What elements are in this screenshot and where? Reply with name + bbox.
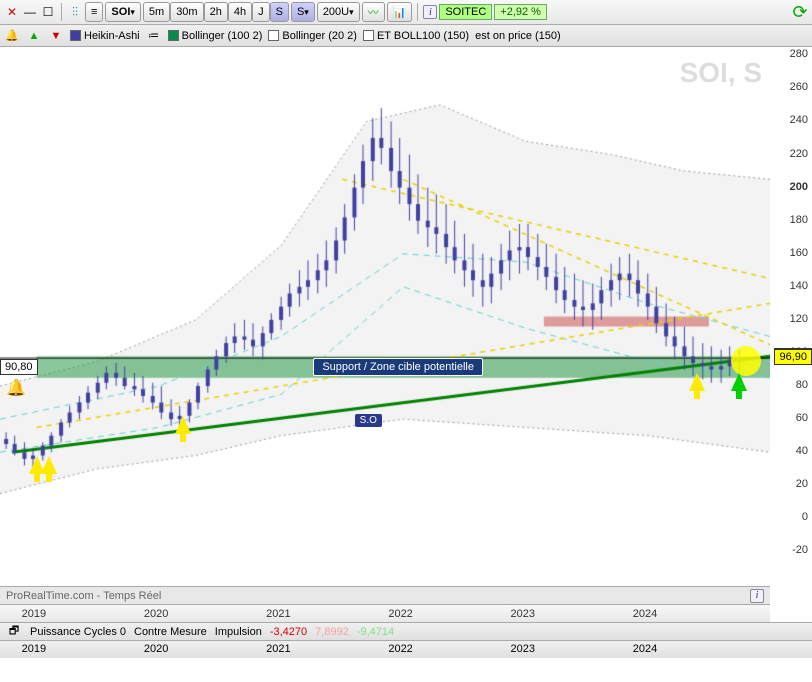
bollinger1-toggle[interactable]: Bollinger (100 2) [168,30,263,42]
chart-info-icon[interactable]: i [750,589,764,603]
minimize-icon[interactable]: — [22,4,38,20]
refresh-icon[interactable]: ⟳ [792,4,808,20]
y-tick: 220 [790,148,808,160]
y-tick: 200 [790,181,808,193]
window-icon[interactable]: ☐ [40,4,56,20]
x-tick: 2020 [144,608,168,620]
timeframe-4h[interactable]: 4h [228,2,252,22]
bollinger2-toggle[interactable]: Bollinger (20 2) [268,30,357,42]
x-axis: 2019 2020 2021 2022 2023 2024 [0,604,770,622]
impulsion-val-pink: 7,8992 [315,626,349,638]
close-icon[interactable]: ✕ [4,4,20,20]
chart-type-icon[interactable]: ⫶⫶ [67,4,83,20]
y-tick: 120 [790,313,808,325]
x-tick: 2022 [388,608,412,620]
year-tick: 2024 [633,643,657,655]
y-tick: 260 [790,81,808,93]
timeframe-2h[interactable]: 2h [204,2,228,22]
wave-icon[interactable]: 〰 [362,2,385,22]
price-chart-canvas[interactable] [0,47,770,604]
y-tick: 140 [790,280,808,292]
y-tick: 60 [796,412,808,424]
period-dropdown[interactable]: S ▾ [291,2,315,22]
timeframe-30m[interactable]: 30m [170,2,203,22]
left-price-label: 90,80 [0,359,38,375]
y-axis: -200204060801001201401601802002202402602… [770,47,812,622]
timeframe-J[interactable]: J [252,2,270,22]
attribution-text: ProRealTime.com - Temps Réel [6,590,161,602]
alert-bell-icon[interactable]: 🔔 [6,378,26,398]
footer-indicator-bar: 🗗 Puissance Cycles 0 Contre Mesure Impul… [0,622,812,640]
y-tick: 80 [796,379,808,391]
timeframe-S[interactable]: S [270,2,289,22]
y-tick: 40 [796,445,808,457]
candle-type-icon[interactable]: ≡ [85,2,103,22]
contre-mesure-label: Contre Mesure [134,626,207,638]
y-tick: 280 [790,48,808,60]
etboll-toggle[interactable]: ET BOLL100 (150) [363,30,469,42]
year-tick: 2020 [144,643,168,655]
so-label: S.O [355,414,382,427]
year-tick: 2021 [266,643,290,655]
x-tick: 2021 [266,608,290,620]
year-axis-strip: 2019 2020 2021 2022 2023 2024 [0,640,812,658]
company-badge: SOITEC [439,4,492,20]
support-zone-label: Support / Zone cible potentielle [313,358,483,376]
impulsion-label: Impulsion [215,626,262,638]
last-indicator-label: est on price (150) [475,30,561,42]
x-tick: 2019 [22,608,46,620]
y-tick: 0 [802,511,808,523]
chart-watermark: SOI, S [680,57,762,89]
list-icon[interactable]: ≔ [146,28,162,44]
up-icon[interactable]: ▲ [26,28,42,44]
symbol-dropdown[interactable]: SOI ▾ [105,2,140,22]
info-icon[interactable]: i [423,5,437,19]
impulsion-val-red: -3,4270 [270,626,307,638]
year-tick: 2023 [511,643,535,655]
pct-change-badge: +2,92 % [494,4,547,20]
y-tick: 240 [790,114,808,126]
attribution-bar: ProRealTime.com - Temps Réel i [0,586,770,604]
units-dropdown[interactable]: 200U ▾ [317,2,360,22]
indicator-toolbar: 🔔 ▲ ▼ Heikin-Ashi ≔ Bollinger (100 2) Bo… [0,25,812,47]
heikin-ashi-toggle[interactable]: Heikin-Ashi [70,30,140,42]
timeframe-5m[interactable]: 5m [143,2,170,22]
y-tick: -20 [792,544,808,556]
y-tick: 180 [790,214,808,226]
current-price-label: 96,90 [774,349,812,365]
puissance-label: Puissance Cycles 0 [30,626,126,638]
chart-icon[interactable]: 📊 [387,2,413,22]
x-tick: 2023 [511,608,535,620]
impulsion-val-green: -9,4714 [357,626,394,638]
chart-area[interactable]: SOI, S -20020406080100120140160180200220… [0,47,812,622]
year-tick: 2019 [22,643,46,655]
y-tick: 20 [796,478,808,490]
bell-icon[interactable]: 🔔 [4,28,20,44]
x-tick: 2024 [633,608,657,620]
year-tick: 2022 [388,643,412,655]
main-toolbar: ✕ — ☐ ⫶⫶ ≡ SOI ▾ 5m30m2h4hJS S ▾ 200U ▾ … [0,0,812,25]
highlight-circle [731,346,761,376]
layers-icon[interactable]: 🗗 [6,624,22,640]
down-icon[interactable]: ▼ [48,28,64,44]
y-tick: 160 [790,247,808,259]
